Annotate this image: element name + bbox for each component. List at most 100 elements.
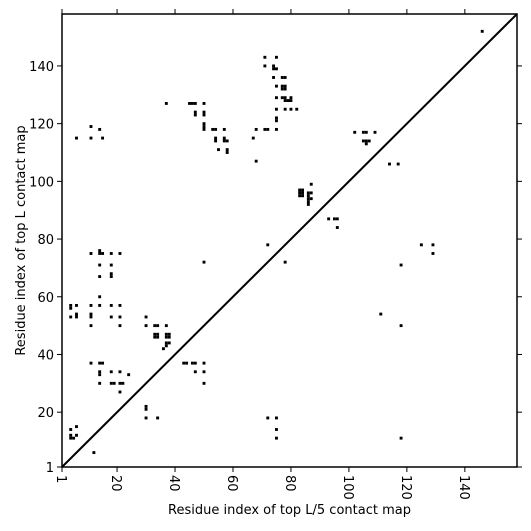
contact-point [306,200,310,203]
contact-point [202,102,206,105]
contact-point [379,312,383,316]
contact-point [182,361,186,365]
contact-point [118,390,122,394]
contact-point [98,263,102,267]
contact-point [89,136,93,140]
contact-point [164,102,168,105]
contact-point [109,315,113,319]
contact-point [373,130,377,134]
contact-point [361,139,365,143]
y-tick-label: 140 [29,60,54,75]
contact-point [480,29,484,33]
x-axis-title: Residue index of top L/5 contact map [168,503,411,518]
contact-point [263,64,267,68]
contact-point [211,127,215,131]
contact-point [327,217,331,221]
contact-point [280,96,284,100]
contact-point [283,87,287,91]
contact-point [75,425,78,429]
contact-point [69,303,73,307]
contact-point [283,84,287,88]
y-tick-label: 40 [37,348,54,363]
contact-point [98,370,102,374]
contact-point [254,159,258,163]
contact-point [89,361,93,365]
contact-point [332,217,336,221]
contact-point [112,381,116,385]
contact-point [272,67,276,71]
contact-point [295,107,299,111]
contact-point [266,416,270,420]
y-tick-label: 80 [37,233,54,248]
y-tick-label: 20 [37,406,54,421]
y-axis-title: Residue index of top L contact map [14,125,29,355]
contact-point [298,194,302,198]
contact-point [298,191,302,195]
contact-point [283,260,287,264]
contact-point [92,451,96,455]
contact-point [309,197,313,201]
y-tick-label: 1 [46,461,54,476]
contact-point [164,335,168,339]
contact-point [202,122,206,126]
contact-point [118,370,122,374]
contact-point [164,341,168,345]
contact-point [202,260,206,264]
contact-point [89,312,93,316]
contact-point [286,99,290,103]
contact-point [222,127,226,131]
contact-point [109,263,113,267]
contact-point [69,428,73,431]
contact-point [283,96,287,100]
contact-point [98,275,102,279]
contact-point [275,416,278,420]
contact-point [69,315,73,319]
contact-point [109,272,113,276]
contact-point [153,335,157,339]
contact-point [202,110,206,114]
contact-point [309,182,313,186]
contact-point [118,303,122,307]
x-tick-label: 1 [53,475,68,483]
y-tick-label: 120 [29,118,54,133]
x-tick-label: 20 [108,475,123,492]
contact-point [188,102,191,105]
diagonal-line [61,13,518,468]
contact-point [251,136,255,140]
contact-point [89,324,93,328]
contact-point [217,148,220,152]
contact-point [263,55,267,59]
contact-point [101,252,105,255]
contact-point [118,381,122,385]
contact-point [431,243,435,247]
contact-point [364,139,368,143]
y-tick-label: 60 [37,291,54,306]
y-tick-label: 100 [29,175,54,190]
contact-point [202,113,206,117]
contact-point [98,381,102,385]
contact-point [118,324,122,328]
contact-point [156,416,160,420]
contact-point [89,252,93,255]
contact-point [156,332,160,336]
contact-point [109,381,113,385]
contact-point [335,226,339,229]
contact-point [431,252,435,255]
contact-point [69,436,73,440]
contact-point [193,361,197,365]
contact-point [364,142,368,146]
contact-point [306,202,310,206]
contact-point [185,361,189,365]
contact-point [298,188,302,192]
contact-point [214,136,218,140]
contact-point [202,125,206,128]
contact-point [89,303,93,307]
x-tick-label: 40 [166,475,181,492]
contact-point [72,436,76,440]
contact-point [118,315,122,319]
x-tick-label: 80 [282,475,297,492]
contact-point [214,127,218,131]
contact-point [75,433,78,437]
contact-point [101,136,105,140]
